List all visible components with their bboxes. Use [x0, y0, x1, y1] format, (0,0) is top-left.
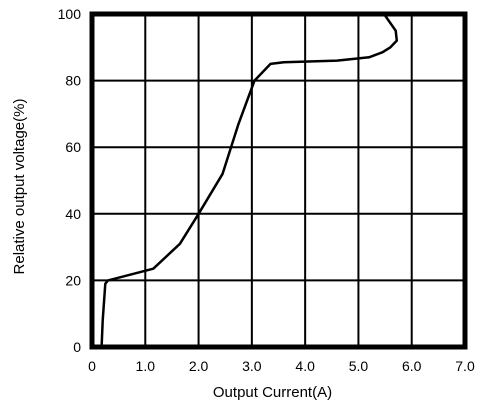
y-tick-label: 0 — [73, 339, 81, 355]
y-tick-label: 20 — [65, 272, 81, 288]
y-axis-label: Relative output voltage(%) — [11, 99, 28, 275]
series-line-0 — [100, 13, 399, 348]
x-tick-label: 3.0 — [242, 358, 262, 374]
x-tick-labels: 0 1.0 2.0 3.0 4.0 5.0 6.0 7.0 — [88, 358, 475, 374]
x-tick-label: 5.0 — [349, 358, 369, 374]
x-tick-label: 1.0 — [136, 358, 156, 374]
plot-frame — [89, 11, 468, 350]
x-tick-label: 4.0 — [295, 358, 315, 374]
x-tick-label: 7.0 — [455, 358, 475, 374]
y-tick-label: 40 — [65, 206, 81, 222]
x-tick-label: 6.0 — [402, 358, 422, 374]
y-tick-label: 100 — [58, 6, 82, 22]
x-axis-label: Output Current(A) — [213, 384, 332, 401]
x-tick-label: 2.0 — [189, 358, 209, 374]
y-tick-label: 80 — [65, 73, 81, 89]
curve-layer — [100, 13, 399, 348]
x-tick-label: 0 — [88, 358, 96, 374]
y-tick-label: 60 — [65, 139, 81, 155]
y-tick-labels: 0 20 40 60 80 100 — [58, 6, 82, 355]
